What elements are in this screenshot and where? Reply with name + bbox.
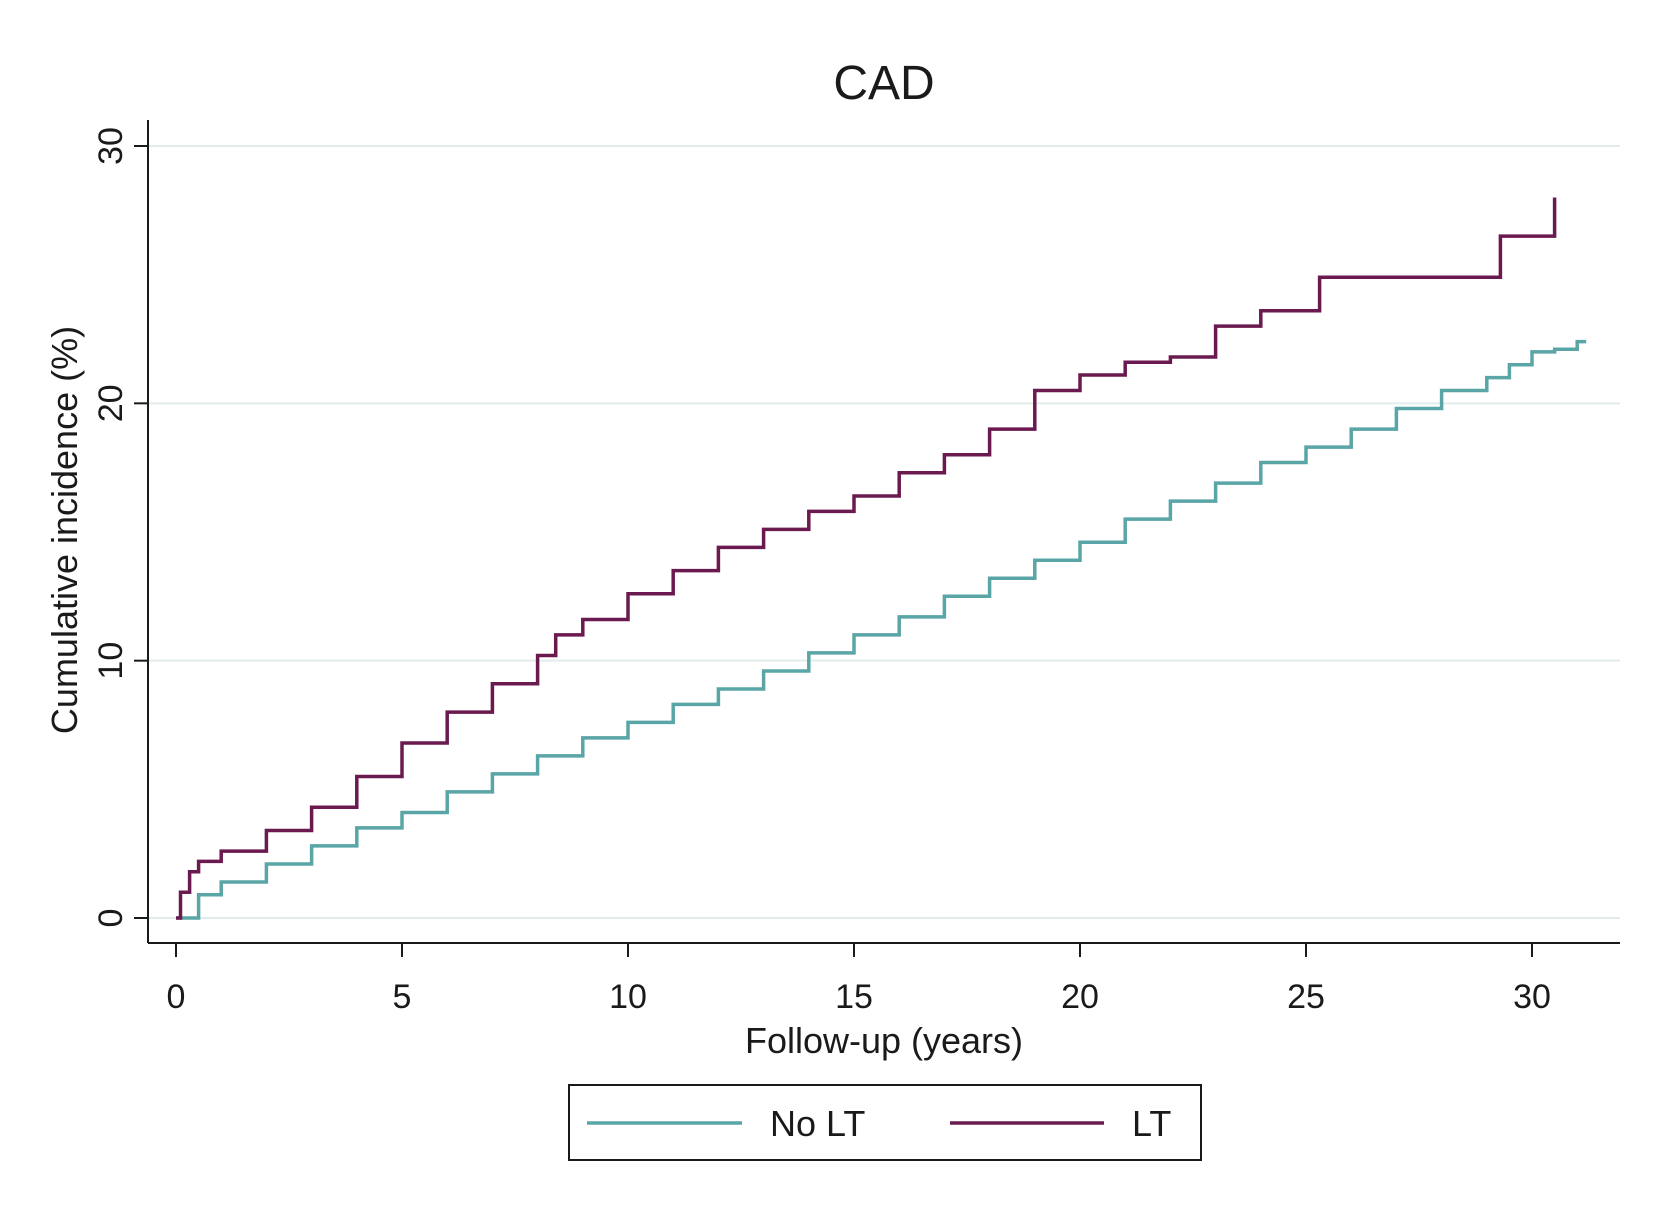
y-tick-label-20: 20 xyxy=(92,384,130,422)
series-line-lt xyxy=(176,197,1557,920)
y-axis-label: Cumulative incidence (%) xyxy=(44,326,85,734)
legend-label-no-lt: No LT xyxy=(770,1103,865,1144)
legend-label-lt: LT xyxy=(1132,1103,1171,1144)
x-axis-label: Follow-up (years) xyxy=(745,1020,1023,1061)
chart-title: CAD xyxy=(833,57,934,110)
x-tick-label-5: 5 xyxy=(393,978,412,1016)
series-line-no-lt xyxy=(176,339,1587,920)
y-tick-label-0: 0 xyxy=(92,909,130,928)
grid-layer xyxy=(148,145,1620,919)
x-tick-label-30: 30 xyxy=(1513,978,1551,1016)
y-tick-label-30: 30 xyxy=(92,127,130,165)
x-tick-label-15: 15 xyxy=(835,978,873,1016)
axes-layer: 0 5 10 15 20 25 30 0 10 20 30 xyxy=(92,120,1620,1016)
x-tick-label-20: 20 xyxy=(1061,978,1099,1016)
legend: No LT LT xyxy=(568,1084,1202,1161)
x-tick-label-25: 25 xyxy=(1287,978,1325,1016)
y-tick-label-10: 10 xyxy=(92,642,130,680)
x-tick-label-10: 10 xyxy=(609,978,647,1016)
x-tick-label-0: 0 xyxy=(167,978,186,1016)
series-layer xyxy=(176,197,1587,920)
